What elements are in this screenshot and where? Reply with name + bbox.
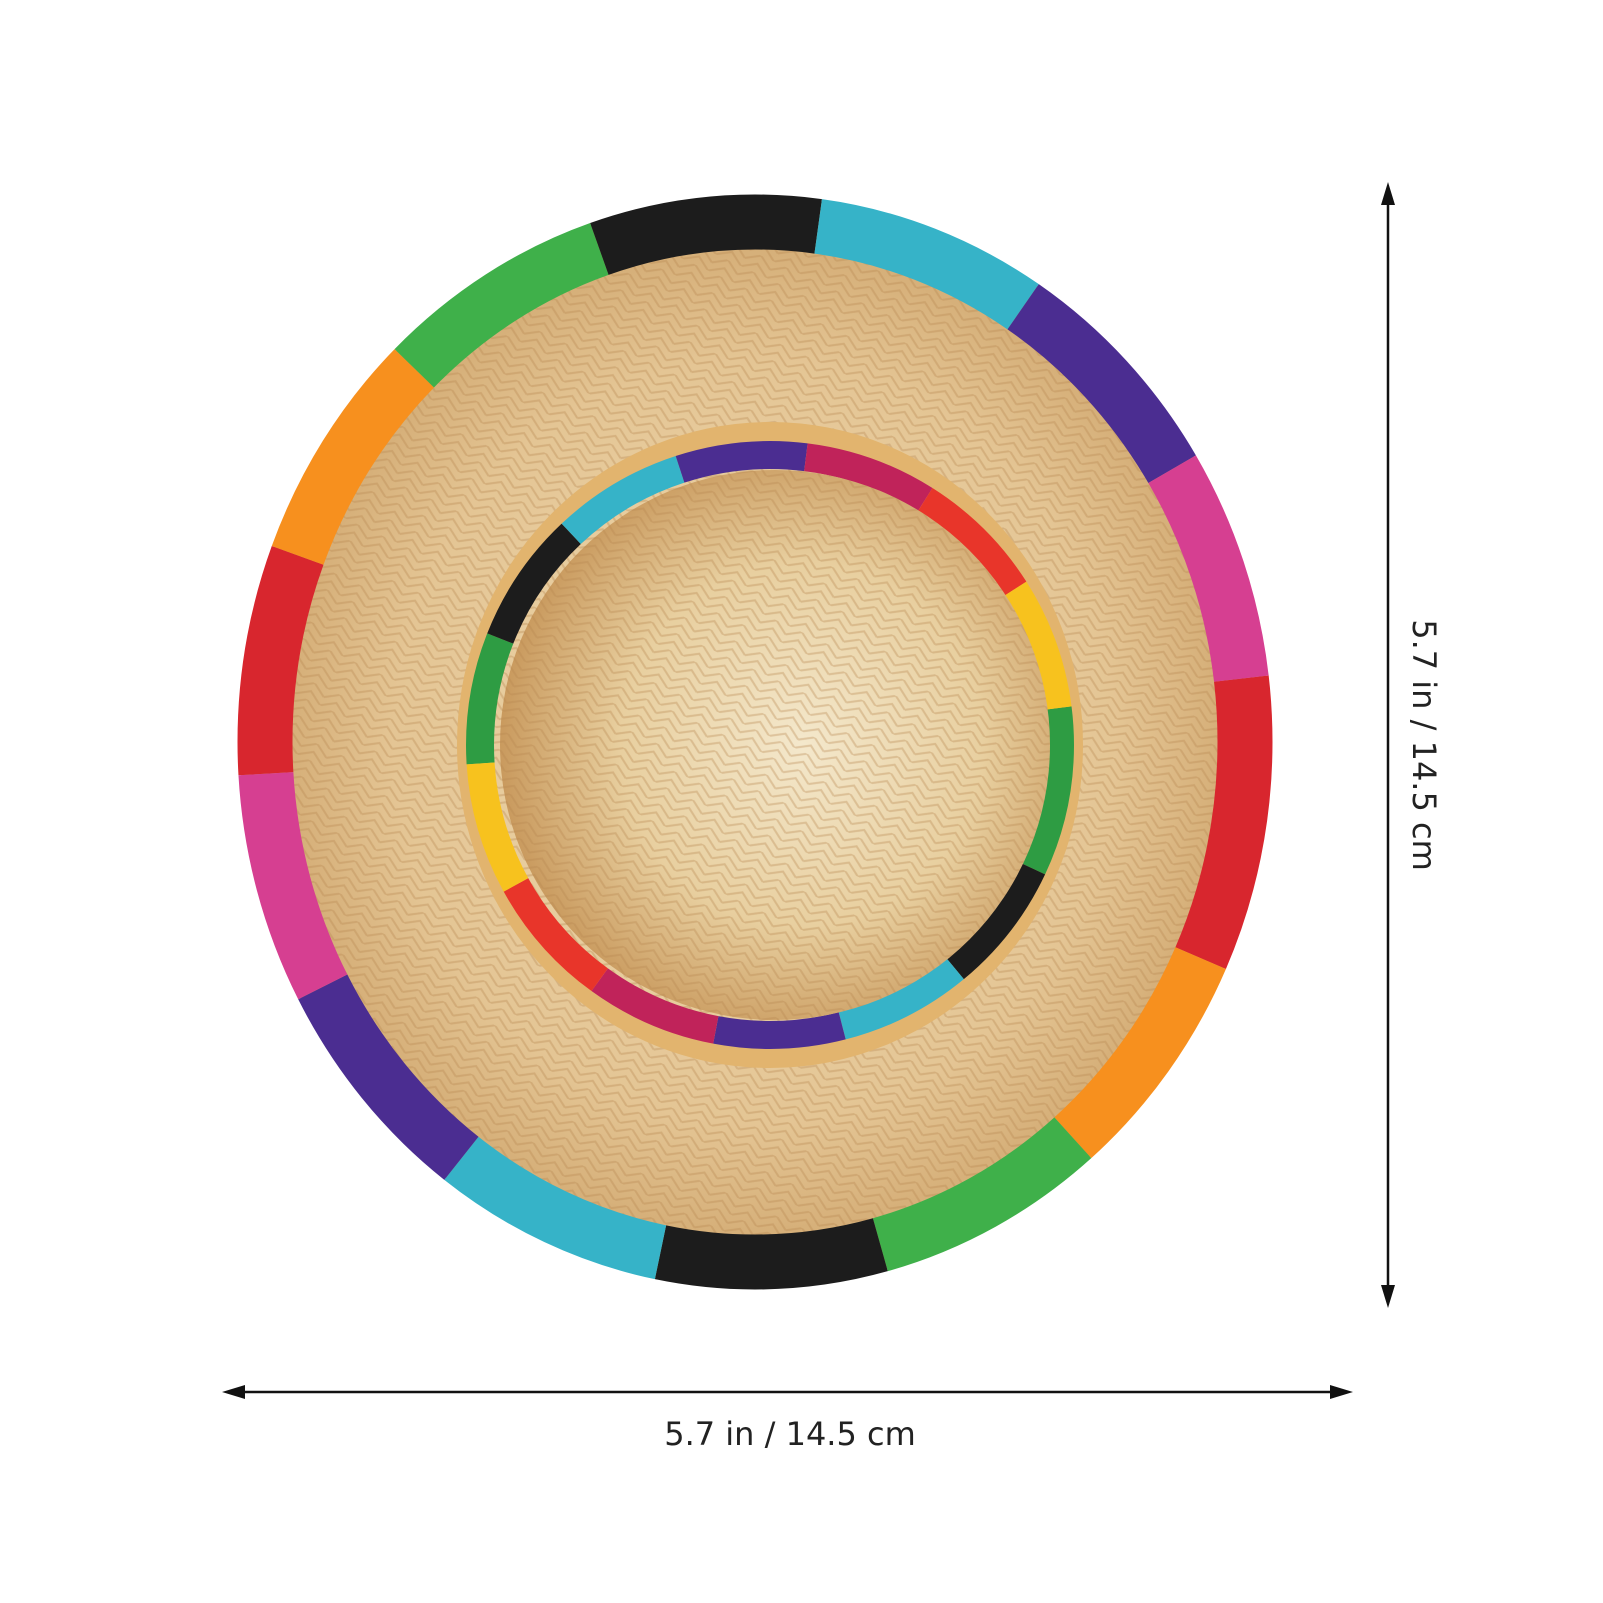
crown-weave — [500, 470, 1050, 1020]
crown-band — [466, 441, 1074, 1049]
height-label: 5.7 in / 14.5 cm — [1405, 619, 1443, 871]
height-dimension: 5.7 in / 14.5 cm — [1381, 182, 1443, 1308]
width-dimension: 5.7 in / 14.5 cm — [222, 1385, 1353, 1453]
width-label: 5.7 in / 14.5 cm — [664, 1415, 916, 1453]
hat — [237, 194, 1273, 1290]
brim-band — [237, 194, 1273, 1290]
